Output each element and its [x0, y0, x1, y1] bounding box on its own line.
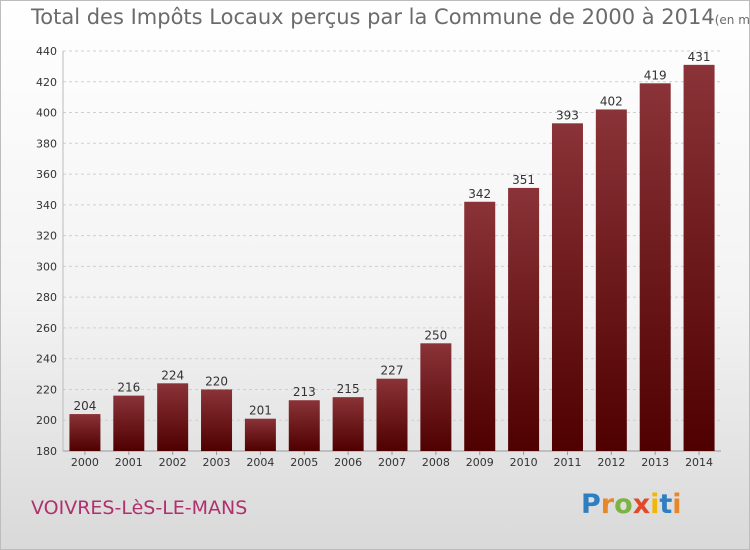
bar [157, 383, 189, 451]
bar [595, 109, 627, 451]
bar [464, 201, 496, 451]
proxiti-logo: Proxiti [581, 489, 682, 520]
y-tick-label: 300 [36, 260, 57, 273]
y-tick-label: 220 [36, 383, 57, 396]
data-labels: 204 216 224 220 201 213 215 227 250 342 351 393 402 4… [73, 50, 710, 418]
y-tick-label: 260 [36, 322, 57, 335]
y-tick-label: 200 [36, 414, 57, 427]
x-axis: 2000 2001 2002 2003 2004 2005 2006 2007 2008 2009… [71, 451, 713, 469]
y-tick-label: 380 [36, 137, 57, 150]
logo-letter: r [600, 489, 615, 520]
data-label: 419 [644, 68, 667, 82]
data-label: 402 [600, 94, 623, 108]
bar [201, 389, 233, 451]
data-label: 216 [117, 381, 140, 395]
logo-letter: P [581, 489, 601, 520]
y-tick-label: 340 [36, 199, 57, 212]
x-tick-label: 2010 [510, 456, 538, 469]
data-label: 215 [337, 382, 360, 396]
chart-unit-note: (en milliers d'€) [714, 13, 750, 27]
x-tick-label: 2000 [71, 456, 99, 469]
x-tick-label: 2004 [246, 456, 274, 469]
y-tick-label: 400 [36, 107, 57, 120]
x-tick-label: 2002 [159, 456, 187, 469]
commune-name: VOIVRES-LèS-LE-MANS [31, 497, 248, 519]
x-tick-label: 2007 [378, 456, 406, 469]
bar [332, 397, 364, 451]
x-tick-label: 2006 [334, 456, 362, 469]
data-label: 342 [468, 187, 491, 201]
bar [288, 400, 320, 451]
bar [420, 343, 452, 451]
logo-letter: i [672, 489, 682, 520]
data-label: 220 [205, 374, 228, 388]
bar [551, 123, 583, 452]
data-label: 227 [381, 364, 404, 378]
chart-title-text: Total des Impôts Locaux perçus par la Co… [31, 5, 715, 29]
y-tick-label: 240 [36, 353, 57, 366]
y-tick-label: 320 [36, 230, 57, 243]
x-tick-label: 2005 [290, 456, 318, 469]
bar [508, 187, 540, 451]
y-tick-label: 280 [36, 291, 57, 304]
logo-letter: x [632, 489, 651, 520]
chart-title: Total des Impôts Locaux perçus par la Co… [31, 5, 750, 29]
y-tick-label: 420 [36, 76, 57, 89]
x-tick-label: 2012 [597, 456, 625, 469]
data-label: 213 [293, 385, 316, 399]
bar [639, 83, 671, 452]
y-tick-label: 440 [36, 45, 57, 58]
bar [376, 378, 408, 451]
bars [69, 64, 715, 452]
x-tick-label: 2003 [203, 456, 231, 469]
data-label: 250 [424, 328, 447, 342]
bar [244, 418, 276, 451]
bar [113, 395, 145, 451]
data-label: 201 [249, 404, 272, 418]
data-label: 224 [161, 368, 184, 382]
bar [683, 64, 715, 451]
data-label: 351 [512, 173, 535, 187]
logo-letter: t [659, 489, 673, 520]
x-tick-label: 2009 [466, 456, 494, 469]
x-tick-label: 2008 [422, 456, 450, 469]
data-label: 204 [73, 399, 96, 413]
y-tick-label: 360 [36, 168, 57, 181]
x-tick-label: 2001 [115, 456, 143, 469]
x-tick-label: 2011 [553, 456, 581, 469]
data-label: 393 [556, 108, 579, 122]
y-tick-label: 180 [36, 445, 57, 458]
x-tick-label: 2014 [685, 456, 713, 469]
bar [69, 414, 101, 451]
logo-letter: i [650, 489, 660, 520]
logo-letter: o [614, 489, 633, 520]
x-tick-label: 2013 [641, 456, 669, 469]
data-label: 431 [688, 50, 711, 64]
